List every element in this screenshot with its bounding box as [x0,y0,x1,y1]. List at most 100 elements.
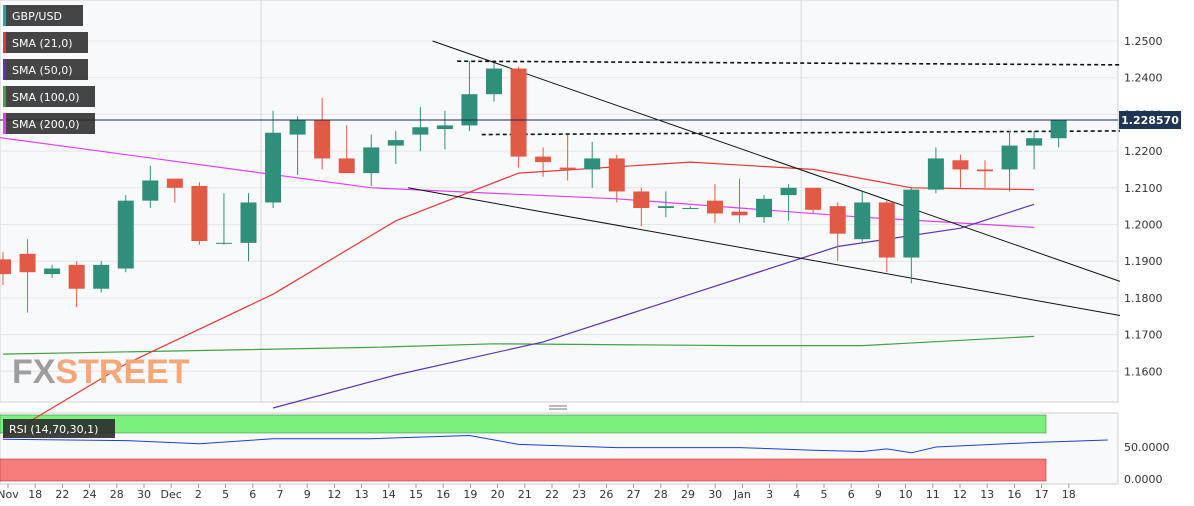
candle-body [805,187,822,210]
price-tick-label: 1.2000 [1124,219,1163,232]
candle-body [461,94,478,126]
date-tick-label: 30 [137,488,151,501]
date-tick-label: 28 [110,488,124,501]
candle-body [903,189,920,258]
grid [0,0,1118,402]
date-tick-label: 28 [654,488,668,501]
date-tick-label: 15 [409,488,423,501]
date-tick-label: Nov [0,488,19,501]
date-tick-label: 17 [1035,488,1049,501]
date-tick-label: 26 [599,488,613,501]
candle-body [756,198,773,218]
legend-item[interactable]: SMA (200,0) [3,113,95,134]
candle-body [731,211,748,216]
candle-body [1050,119,1067,139]
rsi-oversold-zone [0,458,1047,482]
candle-body [387,140,404,146]
rsi-axis-label-0: 0.0000 [1124,473,1163,486]
candle-body [878,202,895,258]
candle-body [240,202,257,243]
date-tick-label: 20 [491,488,505,501]
candle-body [559,167,576,170]
candle-body [363,147,380,174]
candle-body [584,158,601,170]
date-tick-label: Jan [733,488,751,501]
rsi-label-box[interactable] [3,419,115,438]
date-tick-label: 21 [518,488,532,501]
date-tick-label: 6 [249,488,256,501]
candle-body [166,178,183,188]
legend-color-swatch [3,32,6,53]
price-tick-label: 1.1700 [1124,329,1163,342]
pane-resize-handle[interactable] [549,405,567,410]
candle-body [338,158,355,174]
legend-box [3,59,88,80]
date-tick-label: 23 [572,488,586,501]
date-tick-label: 24 [83,488,97,501]
legend-box [3,113,95,134]
candle-body [952,160,969,170]
candle-body [706,200,723,214]
date-tick-label: 11 [926,488,940,501]
date-tick-label: 13 [355,488,369,501]
legend-item[interactable]: SMA (50,0) [3,59,88,80]
date-tick-label: 9 [304,488,311,501]
trendline [432,40,1121,282]
rsi-overbought-zone [0,414,1047,434]
candle-body [854,202,871,240]
price-tag [1119,111,1181,129]
price-axis: 1.25001.24001.23001.22001.21001.20001.19… [1124,35,1163,378]
date-tick-label: 5 [222,488,229,501]
candle-body [486,68,502,95]
date-tick-label: 19 [463,488,477,501]
resistance-line [481,130,1121,136]
candle-body [191,185,208,242]
candle-body [265,132,282,203]
candle-body [215,242,232,244]
rsi-line [2,434,1108,454]
date-tick-label: 18 [28,488,42,501]
date-axis: Nov 18 22 24 28 30 Dec 2 5 6 7 9 12 13 14 15 16 19 20 21 22 2… [0,484,1076,501]
sma-100-line [2,335,1035,355]
rsi-line [2,434,1108,454]
candle-body [977,169,993,172]
candle-body [117,200,134,269]
candle-body [682,207,699,209]
candle-body [412,127,429,135]
date-tick-label: 12 [327,488,341,501]
date-tick-label: 22 [55,488,69,501]
legend-box [3,5,83,26]
date-tick-label: 13 [980,488,994,501]
resistance-line [457,60,1121,66]
price-tag-value: 1.228570 [1121,114,1179,127]
legend-item[interactable]: SMA (100,0) [3,86,95,107]
trendline [407,187,1121,317]
date-tick-label: 4 [793,488,800,501]
candle-body [608,158,625,192]
candle-body [633,191,650,208]
legend-item[interactable]: SMA (21,0) [3,32,88,53]
date-tick-label: 12 [953,488,967,501]
date-tick-label: Dec [161,488,182,501]
legend-item[interactable]: GBP/USD [3,5,83,26]
candle-body [19,253,36,273]
date-tick-label: 14 [382,488,396,501]
candle-body [142,180,159,201]
price-tick-label: 1.2500 [1124,35,1163,48]
candle-body [314,119,331,159]
legend-box [3,32,88,53]
price-plot-area [0,0,1119,403]
date-tick-label: 27 [627,488,641,501]
date-tick-label: 22 [545,488,559,501]
date-tick-label: 2 [195,488,202,501]
legend-label: SMA (50,0) [12,64,73,77]
date-tick-label: 10 [899,488,913,501]
price-tick-label: 1.1900 [1124,255,1163,268]
price-tick-label: 1.1600 [1124,365,1163,378]
date-tick-label: 29 [681,488,695,501]
date-tick-label: 6 [848,488,855,501]
candle-body [93,264,110,289]
candle-body [829,206,846,234]
price-tick-label: 1.1800 [1124,292,1163,305]
date-tick-label: 5 [821,488,828,501]
